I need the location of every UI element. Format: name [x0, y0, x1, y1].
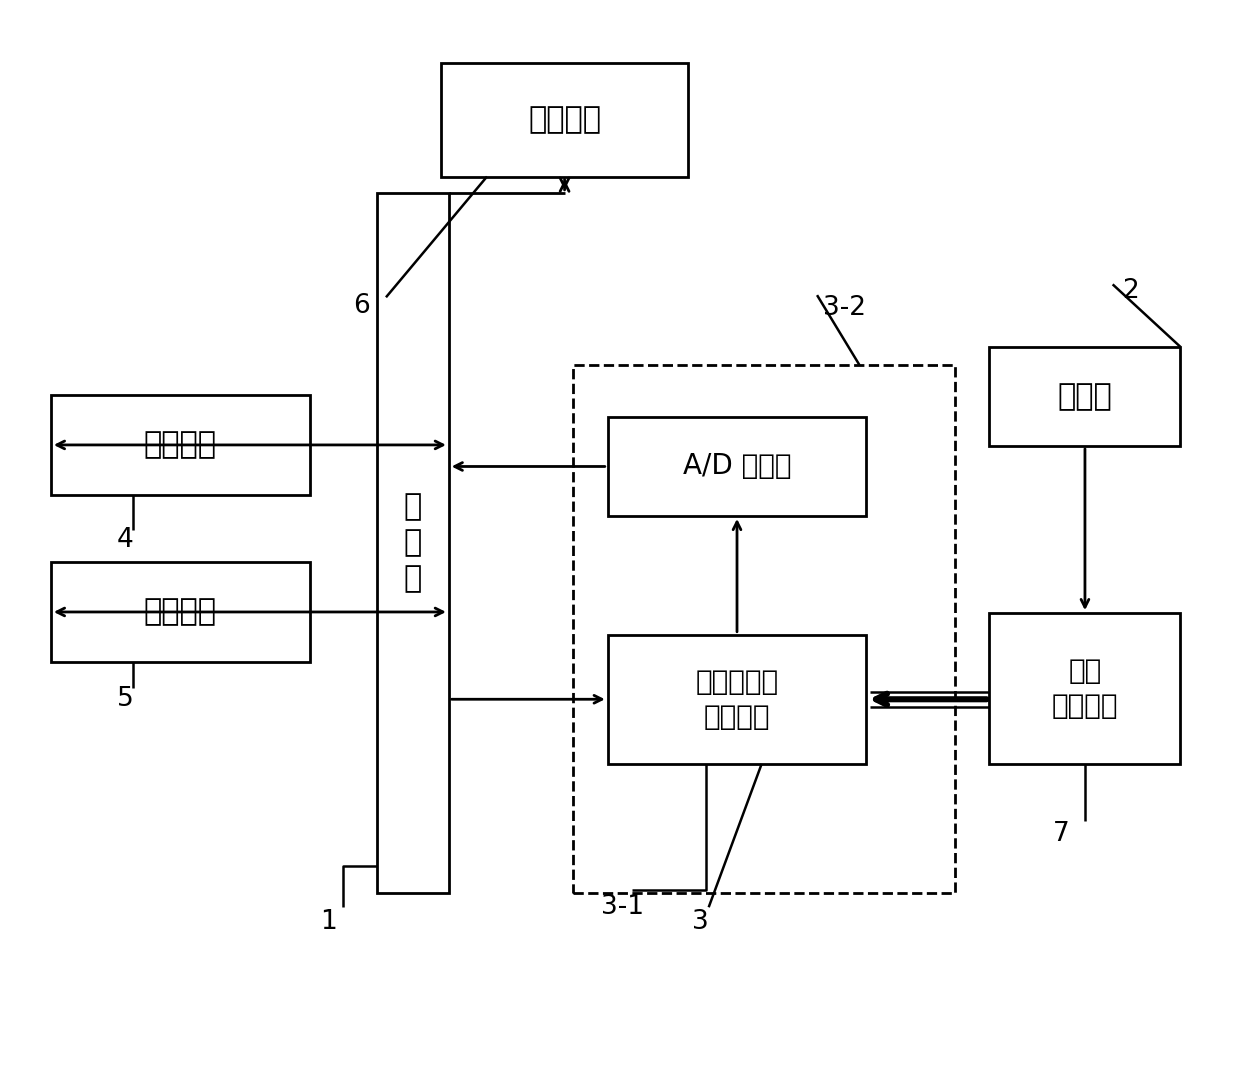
Bar	[377, 192, 449, 894]
Text: 6: 6	[353, 293, 370, 319]
Text: 3-1: 3-1	[601, 894, 644, 920]
Text: 2: 2	[1122, 278, 1140, 304]
Text: 电池组: 电池组	[1058, 382, 1112, 411]
Bar	[608, 417, 867, 516]
Text: 显示模块: 显示模块	[144, 430, 217, 459]
Text: 多路
分压模块: 多路 分压模块	[1052, 657, 1118, 720]
Bar	[441, 63, 688, 177]
Text: 主
控
器: 主 控 器	[404, 493, 422, 593]
Bar	[990, 346, 1180, 446]
Text: 7: 7	[1053, 821, 1069, 847]
Text: 多通道模拟
开关模块: 多通道模拟 开关模块	[696, 668, 779, 731]
Bar	[990, 614, 1180, 763]
Text: A/D 转换器: A/D 转换器	[683, 453, 791, 480]
Text: 存储模块: 存储模块	[144, 597, 217, 627]
Text: 3: 3	[692, 909, 708, 935]
Text: 3-2: 3-2	[823, 295, 867, 321]
Text: 5: 5	[117, 686, 133, 712]
Bar	[573, 365, 955, 894]
Bar	[608, 634, 867, 763]
Bar	[51, 395, 310, 494]
Text: 1: 1	[320, 909, 336, 935]
Bar	[51, 563, 310, 661]
Text: 4: 4	[117, 527, 133, 553]
Text: 监测主机: 监测主机	[528, 105, 601, 135]
